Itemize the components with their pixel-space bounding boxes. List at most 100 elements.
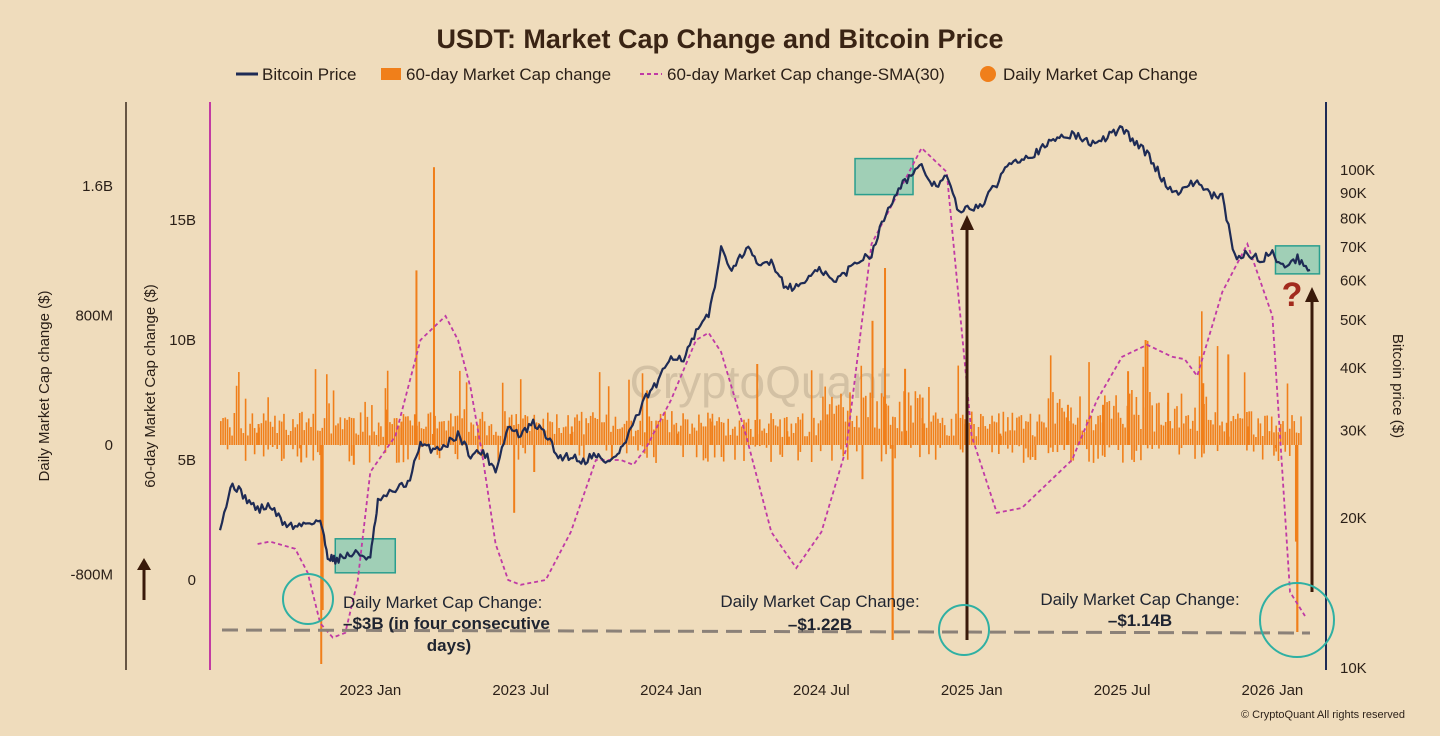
daily-bar xyxy=(592,412,594,445)
spike-bar xyxy=(300,445,303,463)
daily-bar xyxy=(276,433,278,449)
daily-bar xyxy=(569,433,572,445)
daily-bar xyxy=(492,434,495,445)
daily-bar xyxy=(1275,425,1278,452)
daily-bar xyxy=(968,422,971,445)
daily-bar xyxy=(1104,395,1106,457)
daily-bar xyxy=(765,432,768,448)
daily-bar xyxy=(1221,421,1223,445)
daily-bar xyxy=(447,420,450,445)
daily-bar xyxy=(686,419,689,445)
daily-bar xyxy=(810,370,813,463)
daily-bar xyxy=(1099,415,1102,445)
daily-bar xyxy=(815,435,817,445)
daily-bar xyxy=(876,401,878,445)
daily-bar xyxy=(504,411,506,445)
daily-bar xyxy=(231,435,233,445)
daily-bar xyxy=(1022,428,1025,463)
highlight-circle-3 xyxy=(1259,582,1335,658)
left-inner-tick-label: 15B xyxy=(169,212,196,229)
daily-bar xyxy=(537,423,540,445)
daily-bar xyxy=(1257,418,1259,445)
daily-bar xyxy=(1002,411,1005,445)
daily-bar xyxy=(337,423,339,445)
daily-bar xyxy=(874,427,876,445)
spike-bar xyxy=(826,414,829,445)
daily-bar xyxy=(1076,417,1079,446)
daily-bar xyxy=(1234,419,1237,445)
annotation-1-line-3: days) xyxy=(427,636,471,655)
daily-bar xyxy=(1149,392,1151,445)
spike-bar xyxy=(1202,383,1205,445)
daily-bar xyxy=(601,422,603,445)
daily-bar xyxy=(1070,407,1072,463)
daily-bar xyxy=(1241,418,1244,445)
x-tick-label: 2023 Jul xyxy=(492,682,549,699)
daily-bar xyxy=(355,433,357,445)
daily-bar xyxy=(1128,393,1131,445)
daily-bar xyxy=(673,424,675,445)
daily-bar xyxy=(1210,420,1212,445)
daily-bar xyxy=(501,382,504,445)
daily-bar xyxy=(666,419,669,445)
daily-bar xyxy=(652,429,655,458)
daily-bar xyxy=(747,418,750,445)
right-ticks: 100K 90K 80K 70K 60K 50K 40K 30K 20K 10K xyxy=(1340,162,1375,677)
daily-bar xyxy=(301,411,303,445)
daily-bar xyxy=(269,421,272,445)
daily-bar xyxy=(1133,414,1135,463)
daily-bar xyxy=(375,434,378,445)
daily-bar xyxy=(425,426,427,445)
daily-bar xyxy=(630,420,633,445)
daily-bar xyxy=(637,429,639,451)
right-tick-label: 60K xyxy=(1340,272,1367,289)
left-outer-tick-label: -800M xyxy=(70,567,113,584)
daily-bar xyxy=(975,436,978,445)
daily-bar xyxy=(441,421,443,445)
daily-bar xyxy=(1291,415,1293,445)
daily-bar xyxy=(1153,431,1156,445)
daily-bar xyxy=(950,418,953,445)
daily-bar xyxy=(434,415,436,448)
left-outer-tick-label: 1.6B xyxy=(82,178,113,195)
arrow-2026 xyxy=(1305,287,1319,592)
daily-bar xyxy=(1038,414,1041,445)
spike-bar xyxy=(257,424,260,445)
daily-bar xyxy=(892,416,894,449)
spike-bar xyxy=(320,445,323,664)
daily-bar xyxy=(937,418,939,445)
daily-bar xyxy=(790,423,793,445)
daily-bar xyxy=(754,419,757,447)
daily-bar xyxy=(991,415,993,453)
left-inner-axis-title: 60-day Market Cap change ($) xyxy=(142,284,159,487)
daily-bar xyxy=(1230,421,1232,445)
daily-bar xyxy=(285,429,287,445)
daily-bar xyxy=(1178,427,1181,455)
daily-bar xyxy=(1063,411,1066,450)
daily-bar xyxy=(1054,423,1057,445)
daily-bar xyxy=(1007,417,1009,449)
daily-bar xyxy=(1119,417,1122,445)
daily-bar xyxy=(517,424,520,460)
daily-bar xyxy=(867,417,869,445)
daily-bar xyxy=(287,435,290,445)
daily-bar xyxy=(689,433,691,445)
left-outer-ticks: 1.6B 800M 0 -800M xyxy=(70,178,113,584)
daily-bar xyxy=(339,417,342,446)
daily-bar xyxy=(1045,427,1047,445)
spike-bar xyxy=(676,433,679,445)
daily-bar xyxy=(481,411,484,458)
daily-bar xyxy=(305,422,308,458)
daily-bar xyxy=(1110,418,1113,445)
daily-bar xyxy=(1146,340,1149,449)
daily-bar xyxy=(1237,413,1239,445)
daily-bar xyxy=(671,411,673,445)
spike-bar xyxy=(1294,445,1297,542)
daily-bar xyxy=(1135,396,1138,451)
left-inner-tick-label: 5B xyxy=(178,452,196,469)
daily-bar xyxy=(1140,429,1142,461)
daily-bar xyxy=(1169,421,1172,445)
annotation-3-line-1: Daily Market Cap Change: xyxy=(1040,590,1239,609)
daily-bar xyxy=(1173,408,1176,445)
daily-bar xyxy=(319,430,321,456)
